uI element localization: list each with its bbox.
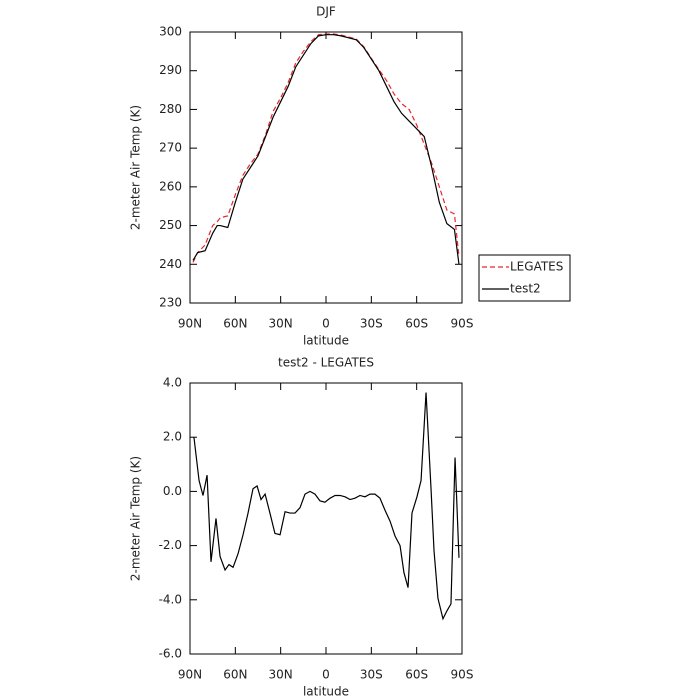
y-tick-label: 4.0 [163,376,182,390]
x-tick-label: 0 [322,317,330,331]
x-tick-label: 60N [223,668,247,682]
y-tick-label: 250 [159,218,182,232]
x-tick-label: 90N [178,317,202,331]
line-series [193,392,460,621]
y-axis-label: 2-meter Air Temp (K) [129,456,143,581]
x-tick-label: 90S [451,317,474,331]
x-tick-label: 60S [405,668,428,682]
y-tick-label: 300 [159,25,182,39]
legend-label: test2 [510,282,541,296]
y-tick-label: 0.0 [163,484,182,498]
x-tick-label: 60N [223,317,247,331]
plot-frame [189,382,463,655]
y-tick-label: -6.0 [159,647,182,661]
y-tick-label: 2.0 [163,430,182,444]
y-tick-label: -4.0 [159,592,182,606]
x-tick-label: 30N [269,317,293,331]
legend-box [478,254,571,302]
plot-frame [189,31,463,304]
x-tick-label: 30S [360,317,383,331]
chart-title: DJF [316,5,336,19]
x-tick-label: 60S [405,317,428,331]
y-tick-label: 280 [159,102,182,116]
x-tick-label: 30N [269,668,293,682]
y-axis-label: 2-meter Air Temp (K) [129,105,143,230]
y-tick-label: 290 [159,63,182,77]
y-tick-label: -2.0 [159,538,182,552]
x-tick-label: 30S [360,668,383,682]
line-series [192,34,460,265]
y-tick-label: 270 [159,141,182,155]
x-tick-label: 0 [322,668,330,682]
x-tick-label: 90N [178,668,202,682]
legend-label: LEGATES [510,260,563,274]
y-tick-label: 230 [159,296,182,310]
y-tick-label: 240 [159,257,182,271]
chart-title: test2 - LEGATES [278,356,374,370]
x-axis-label: latitude [303,334,349,348]
line-series [192,33,460,263]
x-axis-label: latitude [303,685,349,699]
y-tick-label: 260 [159,179,182,193]
x-tick-label: 90S [451,668,474,682]
